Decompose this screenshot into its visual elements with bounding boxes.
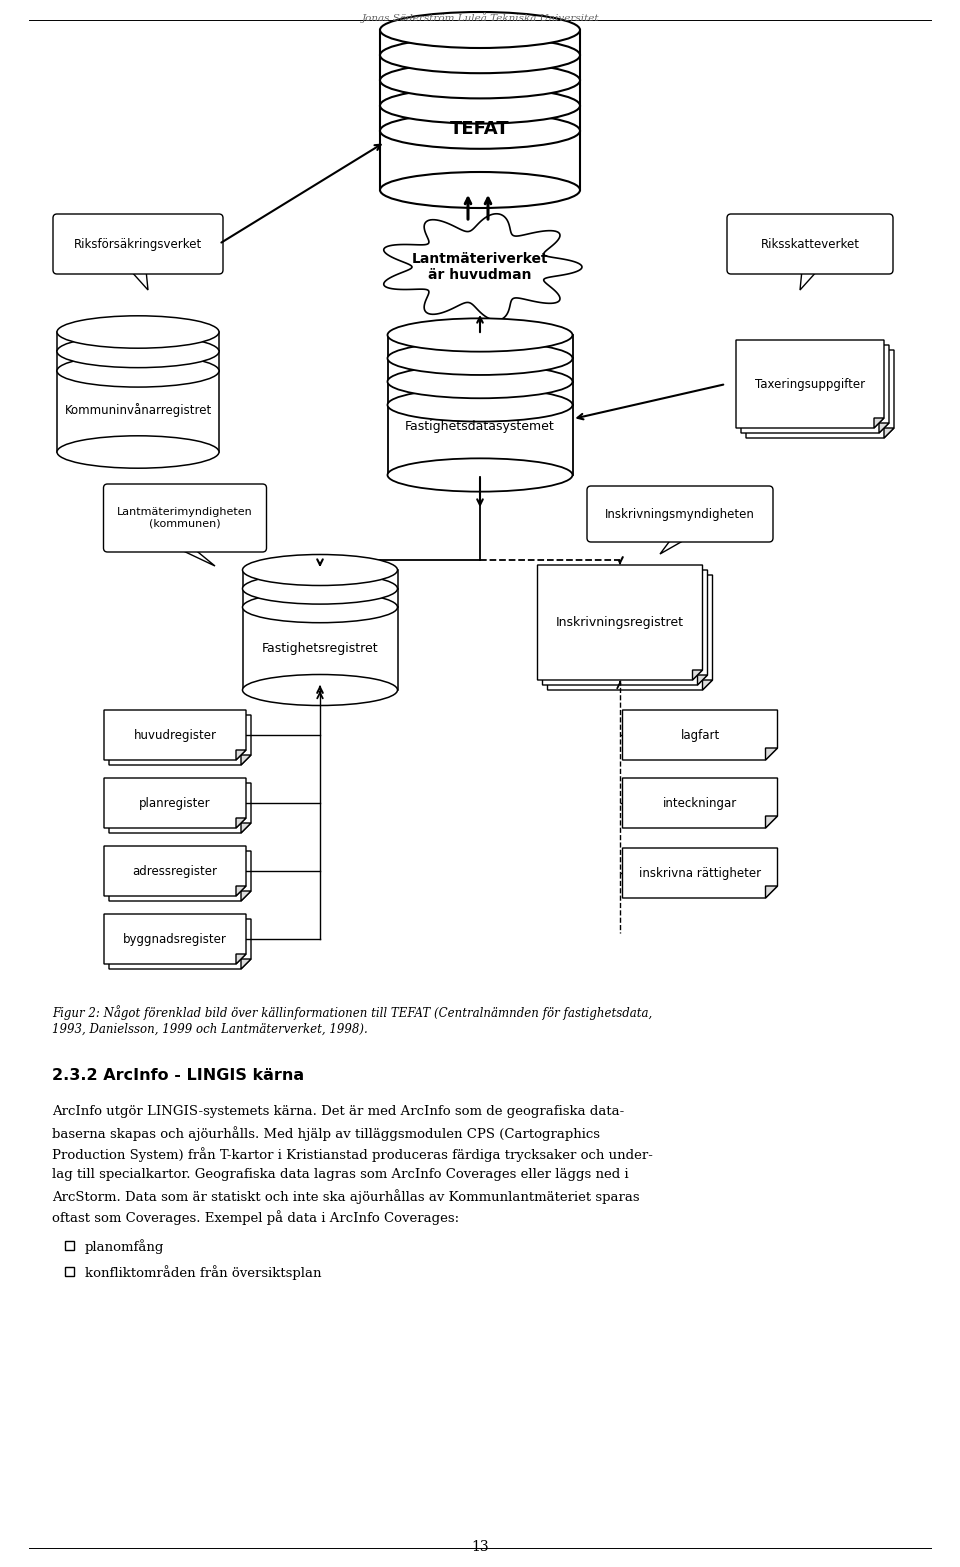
Polygon shape (236, 954, 246, 964)
Text: lagfart: lagfart (681, 729, 720, 741)
Polygon shape (538, 566, 703, 680)
FancyBboxPatch shape (587, 486, 773, 542)
Polygon shape (104, 710, 246, 760)
Text: 13: 13 (471, 1540, 489, 1554)
Bar (380, 130, 580, 190)
Polygon shape (746, 349, 894, 439)
Polygon shape (884, 428, 894, 439)
Polygon shape (130, 270, 148, 290)
Ellipse shape (243, 574, 397, 605)
Polygon shape (384, 213, 582, 320)
Ellipse shape (243, 592, 397, 622)
Polygon shape (741, 345, 889, 432)
Ellipse shape (57, 335, 219, 368)
Text: 2.3.2 ArcInfo - LINGIS kärna: 2.3.2 ArcInfo - LINGIS kärna (52, 1069, 304, 1083)
Polygon shape (104, 777, 246, 827)
Polygon shape (109, 918, 251, 968)
Polygon shape (236, 818, 246, 827)
Polygon shape (104, 846, 246, 896)
Polygon shape (692, 671, 703, 680)
Polygon shape (236, 751, 246, 760)
Polygon shape (622, 710, 778, 760)
Text: byggnadsregister: byggnadsregister (123, 932, 227, 945)
Ellipse shape (380, 63, 580, 99)
Polygon shape (109, 851, 251, 901)
Polygon shape (703, 680, 712, 689)
Ellipse shape (380, 88, 580, 124)
Text: baserna skapas och ajöurhålls. Med hjälp av tilläggsmodulen CPS (Cartographics: baserna skapas och ajöurhålls. Med hjälp… (52, 1127, 600, 1141)
Text: huvudregister: huvudregister (133, 729, 217, 741)
Text: planregister: planregister (139, 796, 211, 810)
Text: inskrivna rättigheter: inskrivna rättigheter (639, 867, 761, 879)
Text: Inskrivningsmyndigheten: Inskrivningsmyndigheten (605, 508, 755, 520)
Ellipse shape (57, 436, 219, 469)
Text: Riksförsäkringsverket: Riksförsäkringsverket (74, 238, 203, 251)
Bar (388, 404, 572, 475)
Ellipse shape (380, 172, 580, 208)
Ellipse shape (388, 389, 572, 422)
Polygon shape (109, 784, 251, 834)
Text: Jonas Söderström Luleå Tekniska Universitet: Jonas Söderström Luleå Tekniska Universi… (361, 13, 599, 24)
Polygon shape (241, 823, 251, 834)
Ellipse shape (243, 674, 397, 705)
Ellipse shape (388, 365, 572, 398)
Text: Riksskatteverket: Riksskatteverket (760, 238, 859, 251)
Polygon shape (547, 575, 712, 689)
Polygon shape (800, 270, 818, 290)
FancyBboxPatch shape (104, 484, 267, 552)
Text: konfliktområden från översiktsplan: konfliktområden från översiktsplan (85, 1265, 322, 1280)
Text: planomfång: planomfång (85, 1239, 164, 1254)
Text: ArcStorm. Data som är statiskt och inte ska ajöurhållas av Kommunlantmäteriet sp: ArcStorm. Data som är statiskt och inte … (52, 1189, 639, 1203)
Polygon shape (622, 777, 778, 827)
Polygon shape (660, 537, 688, 555)
Polygon shape (622, 848, 778, 898)
Text: Fastighetsregistret: Fastighetsregistret (262, 641, 378, 655)
Polygon shape (236, 885, 246, 896)
Bar (65, 1241, 74, 1250)
Text: inteckningar: inteckningar (662, 796, 737, 810)
Polygon shape (879, 423, 889, 432)
Text: oftast som Coverages. Exempel på data i ArcInfo Coverages:: oftast som Coverages. Exempel på data i … (52, 1210, 459, 1225)
Text: TEFAT: TEFAT (450, 121, 510, 138)
FancyBboxPatch shape (727, 215, 893, 274)
Text: adressregister: adressregister (132, 865, 218, 878)
Polygon shape (241, 959, 251, 968)
Polygon shape (874, 418, 884, 428)
Text: lag till specialkartor. Geografiska data lagras som ArcInfo Coverages eller lägg: lag till specialkartor. Geografiska data… (52, 1167, 629, 1182)
Ellipse shape (380, 113, 580, 149)
Ellipse shape (243, 555, 397, 586)
Ellipse shape (57, 317, 219, 348)
Polygon shape (241, 892, 251, 901)
Text: ArcInfo utgör LINGIS-systemets kärna. Det är med ArcInfo som de geografiska data: ArcInfo utgör LINGIS-systemets kärna. De… (52, 1105, 624, 1117)
Polygon shape (542, 570, 708, 685)
Ellipse shape (380, 13, 580, 49)
Text: Kommuninvånarregistret: Kommuninvånarregistret (64, 403, 211, 417)
Polygon shape (109, 715, 251, 765)
Polygon shape (241, 755, 251, 765)
Text: Taxeringsuppgifter: Taxeringsuppgifter (755, 378, 865, 390)
Bar (65, 1268, 74, 1276)
Text: Lantmäteriverket
är huvudman: Lantmäteriverket är huvudman (412, 252, 548, 282)
Polygon shape (104, 914, 246, 964)
Ellipse shape (380, 38, 580, 74)
Polygon shape (698, 675, 708, 685)
Text: Figur 2: Något förenklad bild över källinformationen till TEFAT (Centralnämnden : Figur 2: Något förenklad bild över källi… (52, 1004, 652, 1020)
FancyBboxPatch shape (53, 215, 223, 274)
Text: Inskrivningsregistret: Inskrivningsregistret (556, 616, 684, 628)
Text: Fastighetsdatasystemet: Fastighetsdatasystemet (405, 420, 555, 432)
Polygon shape (765, 747, 778, 760)
Ellipse shape (57, 354, 219, 387)
Text: Lantmäterimyndigheten
(kommunen): Lantmäterimyndigheten (kommunen) (117, 508, 252, 528)
Ellipse shape (388, 342, 572, 375)
Polygon shape (177, 548, 215, 566)
Text: Production System) från T-kartor i Kristianstad produceras färdiga trycksaker oc: Production System) från T-kartor i Krist… (52, 1147, 653, 1161)
Bar (57, 371, 219, 451)
Bar (243, 606, 397, 689)
Polygon shape (736, 340, 884, 428)
Polygon shape (765, 885, 778, 898)
Ellipse shape (388, 318, 572, 351)
Text: 1993, Danielsson, 1999 och Lantmäterverket, 1998).: 1993, Danielsson, 1999 och Lantmäterverk… (52, 1023, 368, 1036)
Polygon shape (765, 816, 778, 827)
Ellipse shape (388, 459, 572, 492)
